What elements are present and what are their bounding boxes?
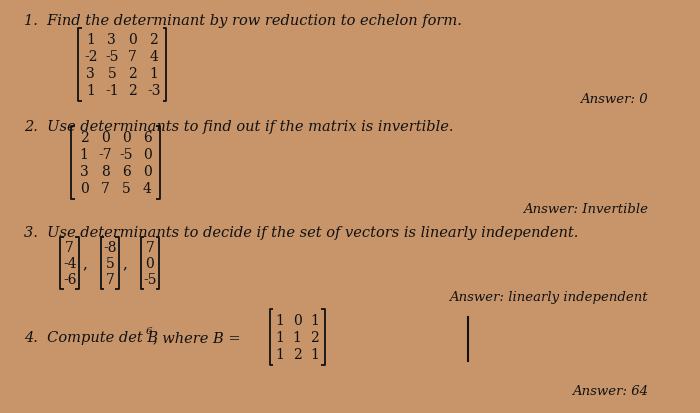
Text: 2: 2 [128, 67, 137, 81]
Text: 5: 5 [106, 256, 114, 271]
Text: 1: 1 [310, 347, 319, 361]
Text: 0: 0 [143, 165, 151, 178]
Text: 4.  Compute det B: 4. Compute det B [24, 330, 158, 344]
Text: 0: 0 [101, 131, 109, 145]
Text: 3: 3 [107, 33, 116, 47]
Text: 0: 0 [128, 33, 137, 47]
Text: Answer: linearly independent: Answer: linearly independent [449, 291, 648, 304]
Text: 0: 0 [143, 147, 151, 161]
Text: 2: 2 [149, 33, 158, 47]
Text: 0: 0 [122, 131, 130, 145]
Text: 7: 7 [101, 182, 109, 195]
Text: 2: 2 [310, 330, 319, 344]
Text: -5: -5 [144, 272, 157, 286]
Text: ,: , [122, 256, 127, 271]
Text: -5: -5 [105, 50, 118, 64]
Text: 7: 7 [146, 240, 155, 254]
Text: ,: , [83, 256, 88, 271]
Text: 4: 4 [149, 50, 158, 64]
Text: 3.  Use determinants to decide if the set of vectors is linearly independent.: 3. Use determinants to decide if the set… [24, 225, 578, 240]
Text: 1: 1 [293, 330, 302, 344]
Text: Answer: Invertible: Answer: Invertible [523, 203, 648, 216]
Text: -5: -5 [120, 147, 133, 161]
Text: Answer: 64: Answer: 64 [572, 385, 648, 398]
Text: 1: 1 [86, 33, 95, 47]
Text: 7: 7 [65, 240, 74, 254]
Text: 7: 7 [106, 272, 114, 286]
Text: 1: 1 [276, 330, 284, 344]
Text: 5: 5 [122, 182, 130, 195]
Text: 7: 7 [128, 50, 137, 64]
Text: , where B =: , where B = [153, 330, 241, 344]
Text: 3: 3 [86, 67, 95, 81]
Text: 6: 6 [145, 327, 152, 336]
Text: 1: 1 [86, 84, 95, 98]
Text: 1: 1 [276, 313, 284, 327]
Text: 3: 3 [80, 165, 88, 178]
Text: 6: 6 [122, 165, 130, 178]
Text: 2.  Use determinants to find out if the matrix is invertible.: 2. Use determinants to find out if the m… [24, 120, 454, 134]
Text: Answer: 0: Answer: 0 [580, 93, 648, 106]
Text: -8: -8 [103, 240, 117, 254]
Text: 2: 2 [293, 347, 302, 361]
Text: 1: 1 [276, 347, 284, 361]
Text: -3: -3 [147, 84, 160, 98]
Text: 0: 0 [293, 313, 302, 327]
Text: -6: -6 [63, 272, 76, 286]
Text: -1: -1 [105, 84, 118, 98]
Text: 2: 2 [128, 84, 137, 98]
Text: 1: 1 [80, 147, 88, 161]
Text: 1: 1 [310, 313, 319, 327]
Text: -2: -2 [84, 50, 97, 64]
Text: -7: -7 [98, 147, 112, 161]
Text: -4: -4 [63, 256, 76, 271]
Text: 4: 4 [143, 182, 152, 195]
Text: 6: 6 [143, 131, 151, 145]
Text: 1.  Find the determinant by row reduction to echelon form.: 1. Find the determinant by row reduction… [24, 14, 462, 28]
Text: 1: 1 [149, 67, 158, 81]
Text: 0: 0 [80, 182, 88, 195]
Text: 8: 8 [101, 165, 109, 178]
Text: 2: 2 [80, 131, 88, 145]
Text: 0: 0 [146, 256, 155, 271]
Text: 5: 5 [107, 67, 116, 81]
